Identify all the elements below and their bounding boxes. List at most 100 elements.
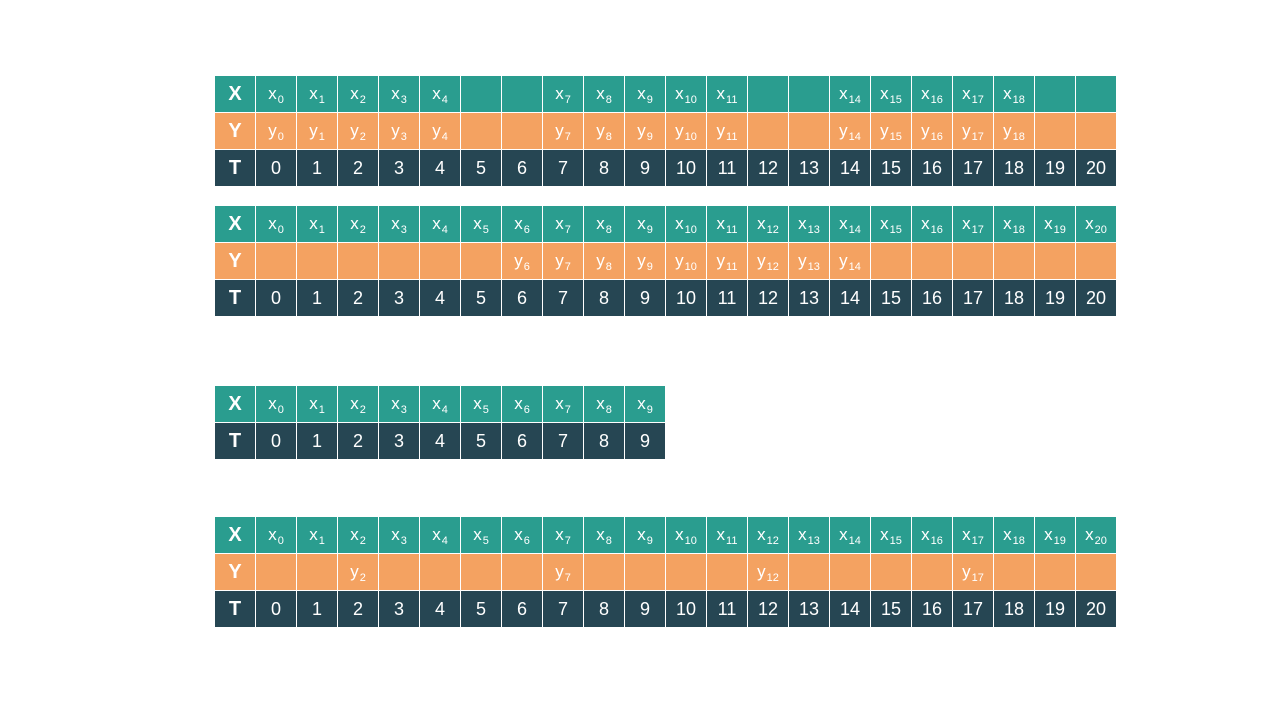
t-cell: 2 (337, 590, 379, 628)
t-cell: 6 (501, 149, 543, 187)
t-cell: 14 (829, 149, 871, 187)
y-cell (952, 242, 994, 280)
y-cell (1034, 242, 1076, 280)
x-subscript: 11 (726, 224, 738, 236)
x-subscript: 11 (726, 94, 738, 106)
x-subscript: 17 (971, 535, 984, 547)
t-cell: 5 (460, 422, 502, 460)
t-cell: 19 (1034, 149, 1076, 187)
x-subscript: 7 (564, 404, 571, 416)
x-cell: x3 (378, 385, 420, 423)
t-cell: 2 (337, 149, 379, 187)
t-cell: 8 (583, 422, 625, 460)
x-cell: x6 (501, 385, 543, 423)
x-symbol: x (350, 394, 359, 413)
y-subscript: 12 (766, 572, 779, 584)
y-subscript: 12 (766, 261, 779, 273)
x-subscript: 13 (807, 535, 820, 547)
x-symbol: x (675, 214, 684, 233)
x-cell: x5 (460, 516, 502, 554)
x-symbol: x (555, 525, 564, 544)
y-cell: y8 (583, 242, 625, 280)
y-cell: y12 (747, 553, 789, 591)
row-header-y: Y (214, 553, 256, 591)
y-cell (829, 553, 871, 591)
t-cell: 8 (583, 149, 625, 187)
row-header-t: T (214, 590, 256, 628)
y-subscript: 8 (605, 131, 612, 143)
x-subscript: 1 (318, 535, 325, 547)
x-symbol: x (432, 214, 441, 233)
x-subscript: 6 (523, 224, 530, 236)
x-symbol: x (309, 84, 318, 103)
y-symbol: y (637, 121, 646, 140)
x-subscript: 14 (848, 535, 861, 547)
y-subscript: 8 (605, 261, 612, 273)
t-cell: 6 (501, 590, 543, 628)
x-symbol: x (555, 214, 564, 233)
x-cell: x10 (665, 205, 707, 243)
t-cell: 19 (1034, 279, 1076, 317)
row-header-y: Y (214, 112, 256, 150)
row-header-x: X (214, 75, 256, 113)
x-cell: x15 (870, 75, 912, 113)
x-cell: x8 (583, 75, 625, 113)
x-symbol: x (473, 214, 482, 233)
x-symbol: x (391, 525, 400, 544)
x-symbol: x (309, 214, 318, 233)
t-cell: 3 (378, 149, 420, 187)
x-symbol: x (514, 214, 523, 233)
x-subscript: 9 (646, 94, 653, 106)
y-cell: y1 (296, 112, 338, 150)
t-cell: 3 (378, 279, 420, 317)
row-header-t: T (214, 279, 256, 317)
y-subscript: 7 (564, 261, 571, 273)
x-cell: x2 (337, 75, 379, 113)
x-symbol: x (1044, 214, 1053, 233)
y-subscript: 13 (807, 261, 820, 273)
t-cell: 5 (460, 590, 502, 628)
x-cell (1075, 75, 1117, 113)
x-symbol: x (391, 214, 400, 233)
x-symbol: x (432, 84, 441, 103)
y-cell: y14 (829, 242, 871, 280)
row-header-t: T (214, 422, 256, 460)
y-cell (583, 553, 625, 591)
y-symbol: y (514, 251, 523, 270)
y-symbol: y (637, 251, 646, 270)
x-subscript: 8 (605, 535, 612, 547)
t-cell: 6 (501, 422, 543, 460)
y-cell (993, 242, 1035, 280)
y-symbol: y (675, 121, 684, 140)
x-subscript: 15 (889, 94, 902, 106)
y-subscript: 4 (441, 131, 448, 143)
x-symbol: x (839, 525, 848, 544)
y-subscript: 9 (646, 131, 653, 143)
y-cell: y9 (624, 112, 666, 150)
x-cell: x9 (624, 75, 666, 113)
y-symbol: y (596, 121, 605, 140)
x-symbol: x (514, 525, 523, 544)
t-cell: 8 (583, 279, 625, 317)
t-cell: 15 (870, 279, 912, 317)
x-subscript: 3 (400, 404, 407, 416)
t-cell: 0 (255, 149, 297, 187)
y-symbol: y (757, 562, 766, 581)
x-cell: x9 (624, 385, 666, 423)
t-cell: 18 (993, 279, 1035, 317)
x-cell: x8 (583, 516, 625, 554)
x-subscript: 13 (807, 224, 820, 236)
x-subscript: 18 (1012, 94, 1025, 106)
x-cell: x6 (501, 205, 543, 243)
x-cell: x3 (378, 75, 420, 113)
y-subscript: 2 (359, 572, 366, 584)
x-symbol: x (1085, 214, 1094, 233)
t-cell: 20 (1075, 149, 1117, 187)
y-symbol: y (309, 121, 318, 140)
x-subscript: 9 (646, 404, 653, 416)
